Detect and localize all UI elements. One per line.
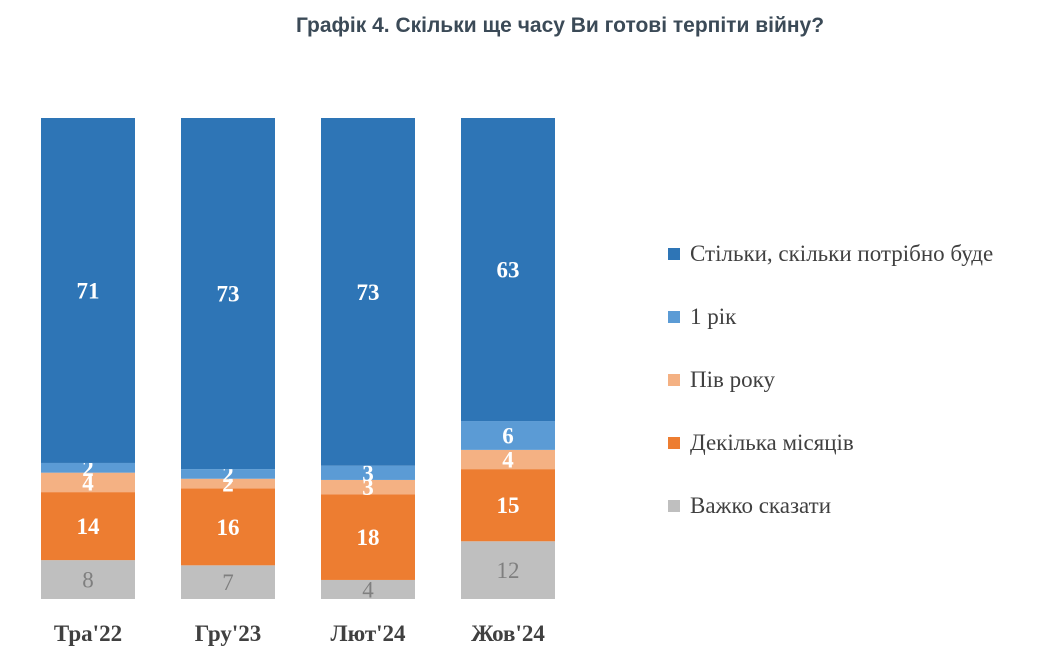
bar-segment bbox=[181, 565, 275, 599]
data-label: 15 bbox=[497, 493, 520, 518]
data-label: 63 bbox=[497, 258, 520, 283]
data-label: 4 bbox=[82, 470, 94, 495]
chart-title: Графік 4. Скільки ще часу Ви готові терп… bbox=[295, 14, 825, 37]
legend-swatch bbox=[668, 310, 680, 323]
legend-item: 1 рік bbox=[668, 285, 993, 348]
bar-segment bbox=[181, 469, 275, 479]
data-label: 16 bbox=[217, 515, 240, 540]
data-label: 8 bbox=[82, 568, 94, 593]
data-label: 14 bbox=[77, 514, 101, 539]
bar-segment bbox=[181, 478, 275, 489]
stacked-bar-chart: 8144271Тра'227162273Гру'234183373Лют'241… bbox=[41, 118, 555, 646]
legend-item: Стільки, скільки потрібно буде bbox=[668, 222, 993, 285]
legend-label: Декілька місяців bbox=[690, 429, 854, 455]
bar-segment bbox=[41, 462, 135, 473]
legend-item: Пів року bbox=[668, 348, 993, 411]
data-label: 3 bbox=[362, 475, 374, 500]
data-label: 2 bbox=[222, 472, 234, 497]
bar-segment bbox=[41, 472, 135, 493]
data-label: 2 bbox=[222, 462, 234, 487]
bar-segment bbox=[321, 465, 415, 480]
bar-segment bbox=[461, 421, 555, 450]
x-tick-label: Тра'22 bbox=[54, 621, 122, 646]
bar-segment bbox=[41, 492, 135, 561]
bar-segment bbox=[321, 118, 415, 466]
bar-segment bbox=[41, 560, 135, 599]
bar-segment bbox=[461, 118, 555, 422]
legend-swatch bbox=[668, 373, 680, 386]
bar-segment bbox=[321, 494, 415, 580]
legend-swatch bbox=[668, 247, 680, 260]
data-label: 71 bbox=[77, 278, 100, 303]
x-tick-label: Жов'24 bbox=[471, 621, 545, 646]
legend-label: Пів року bbox=[690, 366, 775, 392]
data-label: 73 bbox=[217, 282, 240, 307]
bar-segment bbox=[461, 469, 555, 542]
data-label: 4 bbox=[362, 577, 374, 602]
data-label: 4 bbox=[502, 448, 514, 473]
data-label: 6 bbox=[502, 423, 514, 448]
bar-segment bbox=[461, 541, 555, 599]
data-label: 3 bbox=[362, 461, 374, 486]
bar-segment bbox=[461, 449, 555, 470]
x-tick-label: Лют'24 bbox=[330, 621, 406, 646]
legend-swatch bbox=[668, 436, 680, 449]
data-label: 2 bbox=[82, 456, 94, 481]
data-label: 7 bbox=[222, 570, 234, 595]
data-label: 18 bbox=[357, 525, 380, 550]
legend-label: Стільки, скільки потрібно буде bbox=[690, 240, 994, 266]
chart-legend: Стільки, скільки потрібно буде 1 рік Пів р… bbox=[668, 222, 993, 537]
legend-item: Важко сказати bbox=[668, 474, 993, 537]
bar-segment bbox=[41, 118, 135, 463]
bar-segment bbox=[321, 479, 415, 495]
bar-segment bbox=[321, 579, 415, 599]
legend-label: Важко сказати bbox=[690, 492, 831, 518]
legend-label: 1 рік bbox=[690, 303, 737, 329]
bar-segment bbox=[181, 118, 275, 470]
x-tick-label: Гру'23 bbox=[195, 621, 262, 646]
data-label: 12 bbox=[497, 558, 520, 583]
legend-swatch bbox=[668, 499, 680, 512]
bar-segment bbox=[181, 488, 275, 566]
legend-item: Декілька місяців bbox=[668, 411, 993, 474]
data-label: 73 bbox=[357, 280, 380, 305]
